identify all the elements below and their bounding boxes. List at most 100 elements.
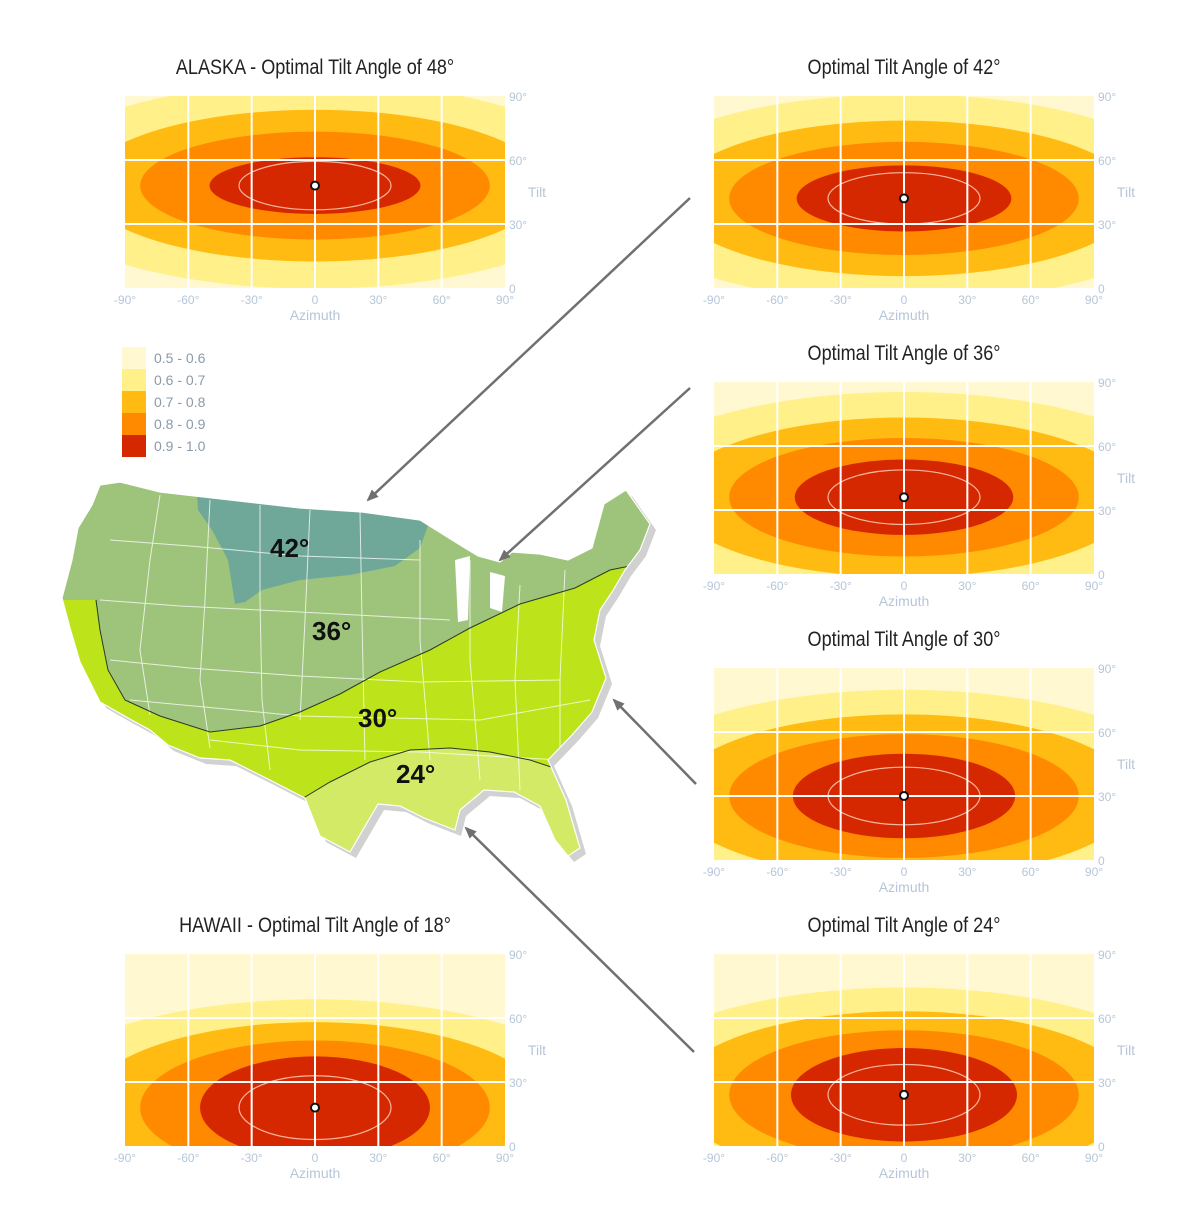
panel-alaska: ALASKA - Optimal Tilt Angle of 48° -90° -…	[95, 56, 546, 323]
panel-title: Optimal Tilt Angle of 42°	[807, 56, 1001, 79]
x-axis-title: Azimuth	[879, 1165, 930, 1181]
y-tick-label: 30°	[509, 1076, 527, 1090]
x-tick-label: 30°	[369, 1151, 387, 1165]
y-tick-label: 60°	[1098, 154, 1116, 168]
arrow-30	[612, 698, 697, 785]
panel-tilt-30: Optimal Tilt Angle of 30° -90° -60° -30° 0 3…	[684, 628, 1135, 895]
x-tick-label: 30°	[958, 293, 976, 307]
x-tick-label: 90°	[1085, 579, 1103, 593]
x-axis-title: Azimuth	[290, 1165, 341, 1181]
panel-title: HAWAII - Optimal Tilt Angle of 18°	[179, 914, 451, 937]
y-tick-label: 0	[1098, 854, 1105, 868]
legend-swatch	[122, 347, 146, 369]
x-axis-title: Azimuth	[879, 307, 930, 323]
x-tick-label: -30°	[830, 865, 852, 879]
great-lakes	[455, 556, 505, 622]
y-tick-label: 30°	[1098, 504, 1116, 518]
heatmap-plot: -90° -60° -30° 0 30° 60° 90°90°60°30°0AzimuthT…	[114, 948, 546, 1181]
zone-label-24: 24°	[396, 759, 435, 789]
x-tick-label: 0	[901, 293, 908, 307]
x-tick-label: 60°	[1022, 865, 1040, 879]
x-tick-label: 90°	[1085, 293, 1103, 307]
legend-swatch	[122, 391, 146, 413]
x-tick-label: -30°	[830, 579, 852, 593]
legend-label: 0.6 - 0.7	[154, 372, 206, 388]
zone-boundary-36-30	[95, 557, 650, 733]
x-tick-label: 60°	[433, 293, 451, 307]
y-axis-title: Tilt	[1117, 756, 1135, 772]
x-tick-label: -60°	[766, 579, 788, 593]
y-tick-label: 60°	[1098, 1012, 1116, 1026]
state-borders	[99, 494, 591, 791]
y-tick-label: 90°	[509, 90, 527, 104]
panel-tilt-24: Optimal Tilt Angle of 24° -90° -60° -30° 0 3…	[684, 914, 1135, 1181]
x-tick-label: 0	[312, 293, 319, 307]
y-tick-label: 90°	[1098, 90, 1116, 104]
x-tick-label: -90°	[703, 579, 725, 593]
legend-item: 0.9 - 1.0	[122, 435, 205, 457]
y-tick-label: 90°	[1098, 948, 1116, 962]
legend-swatch	[122, 435, 146, 457]
y-axis-title: Tilt	[528, 184, 546, 200]
y-tick-label: 90°	[1098, 662, 1116, 676]
heatmap-plot: -90° -60° -30° 0 30° 60° 90°90°60°30°0AzimuthT…	[703, 662, 1135, 895]
y-tick-label: 30°	[1098, 218, 1116, 232]
x-tick-label: -30°	[830, 293, 852, 307]
y-tick-label: 0	[1098, 282, 1105, 296]
x-tick-label: 30°	[369, 293, 387, 307]
y-axis-title: Tilt	[1117, 470, 1135, 486]
y-tick-label: 60°	[509, 154, 527, 168]
legend-swatch	[122, 413, 146, 435]
legend-label: 0.5 - 0.6	[154, 350, 206, 366]
y-tick-label: 60°	[1098, 440, 1116, 454]
x-tick-label: -90°	[703, 1151, 725, 1165]
zone-label-42: 42°	[270, 533, 309, 563]
panel-tilt-36: Optimal Tilt Angle of 36° -90° -60° -30° 0 3…	[684, 342, 1135, 609]
arrow-24	[464, 826, 695, 1053]
y-tick-label: 90°	[509, 948, 527, 962]
y-tick-label: 0	[509, 1140, 516, 1154]
us-outline	[61, 481, 651, 857]
x-tick-label: 30°	[958, 579, 976, 593]
y-axis-title: Tilt	[1117, 184, 1135, 200]
panel-title: Optimal Tilt Angle of 30°	[807, 628, 1001, 651]
x-tick-label: 60°	[1022, 293, 1040, 307]
y-tick-label: 60°	[509, 1012, 527, 1026]
x-tick-label: -60°	[177, 1151, 199, 1165]
x-tick-label: 0	[901, 865, 908, 879]
zone-label-36: 36°	[312, 616, 351, 646]
panel-title: Optimal Tilt Angle of 24°	[807, 914, 1001, 937]
y-tick-label: 30°	[1098, 1076, 1116, 1090]
x-tick-label: -30°	[241, 293, 263, 307]
heatmap-plot: -90° -60° -30° 0 30° 60° 90°90°60°30°0AzimuthT…	[703, 376, 1135, 609]
panel-title: ALASKA - Optimal Tilt Angle of 48°	[175, 56, 455, 79]
x-tick-label: 30°	[958, 1151, 976, 1165]
x-tick-label: -90°	[703, 865, 725, 879]
x-tick-label: 60°	[1022, 579, 1040, 593]
heatmap-plot: -90° -60° -30° 0 30° 60° 90°90°60°30°0AzimuthT…	[114, 90, 546, 323]
optimum-marker	[310, 180, 320, 191]
x-tick-label: -90°	[703, 293, 725, 307]
x-tick-label: 0	[901, 1151, 908, 1165]
x-tick-label: 0	[901, 579, 908, 593]
x-tick-label: -90°	[114, 1151, 136, 1165]
heatmap-plot: -90° -60° -30° 0 30° 60° 90°90°60°30°0AzimuthT…	[703, 90, 1135, 323]
x-axis-title: Azimuth	[879, 593, 930, 609]
legend-item: 0.8 - 0.9	[122, 413, 205, 435]
x-tick-label: -60°	[766, 1151, 788, 1165]
y-tick-label: 0	[1098, 1140, 1105, 1154]
y-tick-label: 60°	[1098, 726, 1116, 740]
x-tick-label: 90°	[496, 293, 514, 307]
legend-item: 0.7 - 0.8	[122, 391, 205, 413]
y-tick-label: 90°	[1098, 376, 1116, 390]
optimum-marker	[899, 791, 909, 801]
arrow-36	[498, 387, 691, 562]
x-tick-label: -60°	[766, 293, 788, 307]
x-tick-label: 30°	[958, 865, 976, 879]
legend: 0.5 - 0.6 0.6 - 0.7 0.7 - 0.8 0.8 - 0.9 …	[122, 347, 205, 457]
legend-swatch	[122, 369, 146, 391]
panel-tilt-42: Optimal Tilt Angle of 42° -90° -60° -30° 0 3…	[684, 56, 1135, 323]
y-tick-label: 30°	[1098, 790, 1116, 804]
y-tick-label: 30°	[509, 218, 527, 232]
